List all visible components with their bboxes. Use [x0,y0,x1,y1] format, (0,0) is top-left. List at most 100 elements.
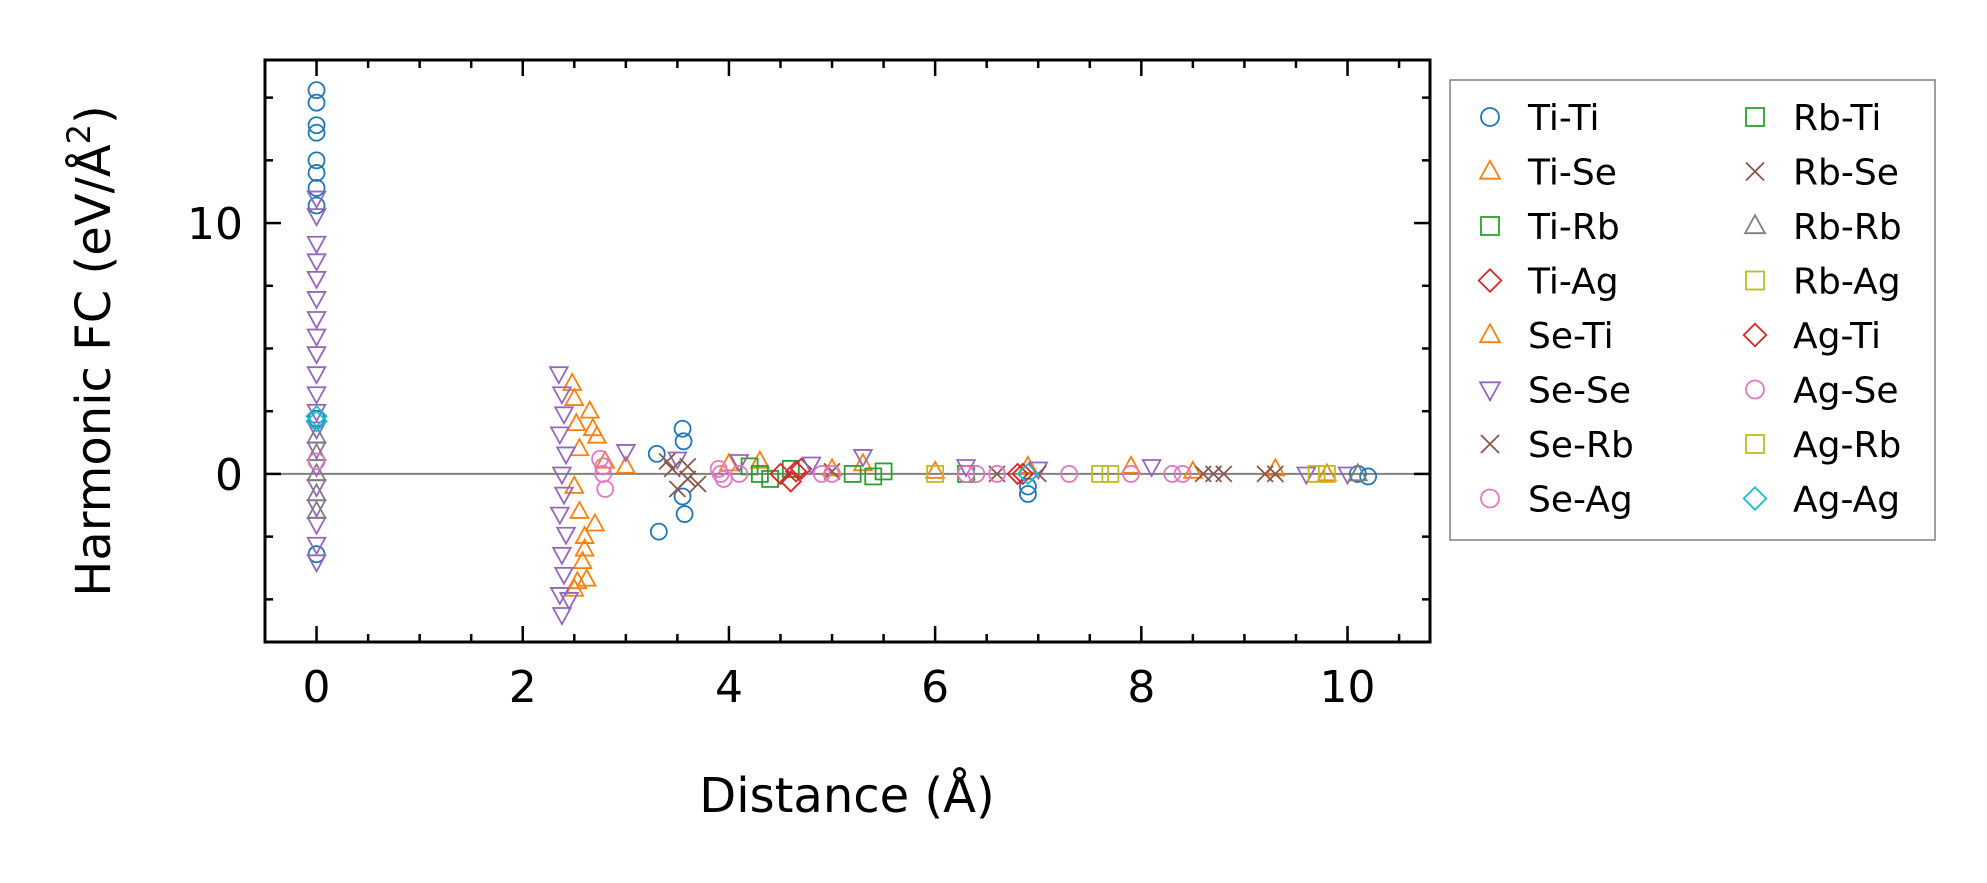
data-point [801,456,822,476]
plot-frame [263,58,1432,644]
data-point [1347,462,1369,482]
data-point [306,190,327,210]
series-ag-se [307,452,1192,483]
data-point [675,505,694,523]
data-point [582,417,604,437]
data-point [306,482,327,502]
y-axis-title-main: Harmonic FC (eV/Å [65,144,122,597]
data-point [307,452,326,471]
data-point [1307,465,1326,483]
data-point [1204,465,1223,483]
legend-item: Ag-Se [1745,371,1898,412]
series-ti-ti [307,81,1378,564]
data-point [576,567,597,587]
data-point [566,412,587,432]
data-point [1006,462,1029,486]
data-point [728,454,750,473]
data-point [924,459,946,479]
legend-item: Ti-Rb [1480,207,1620,248]
data-point [307,163,326,182]
data-marks [305,81,1378,626]
data-point [574,525,595,544]
data-point [594,457,613,476]
legend-item: Se-Ti [1478,316,1614,357]
legend-label: Rb-Se [1793,153,1899,194]
legend-item: Rb-Ag [1745,262,1901,303]
legend-item: Se-Ag [1480,480,1633,521]
legend-item: Ag-Rb [1745,425,1901,466]
data-point [555,446,577,466]
data-point [567,570,588,590]
data-point [306,500,327,519]
data-point [988,465,1006,483]
data-point [823,462,841,481]
data-point [1141,459,1162,478]
data-point [549,426,571,446]
series-se-ti [561,372,1338,590]
x-tick-label: 8 [1127,662,1155,713]
y-axis-title: Harmonic FC (eV/Å2) [60,105,122,597]
data-point [307,81,326,100]
legend-marker [1745,434,1765,454]
data-point [306,424,327,444]
data-point [761,470,780,488]
legend-marker [1742,322,1768,348]
data-point [711,465,730,483]
data-point [1122,465,1140,483]
legend-item: Se-Rb [1480,425,1634,466]
data-point [307,545,326,564]
data-point [749,449,771,469]
x-tick-label: 4 [715,662,743,713]
legend-marker [1480,216,1500,236]
legend-marker [1745,107,1765,127]
data-point [307,116,326,135]
data-point [306,208,327,228]
tick-labels: 0 2 4 6 8 10 0 10 [187,199,1376,713]
data-point [305,409,328,433]
legend-marker [1745,379,1765,400]
legend-item: Se-Se [1478,371,1631,412]
x-tick-label: 10 [1320,662,1376,713]
data-point [649,522,668,541]
data-point [549,587,571,606]
legend: Ti-Ti Ti-Se Ti-Rb Ti-Ag Se-Ti Se-Se Se-Rb Se-Ag… [1477,98,1902,521]
legend-box [1449,79,1936,541]
legend-label: Ti-Se [1527,153,1617,194]
data-point [551,607,573,626]
data-point [1019,485,1037,503]
data-point [553,486,575,506]
data-point [551,466,573,486]
legend-marker [1480,488,1500,509]
legend-label: Ag-Ag [1793,480,1900,521]
data-point [1173,465,1192,483]
y-axis-title-close: ) [66,105,122,124]
data-point [306,462,327,482]
data-point [306,311,327,330]
series-rb-ag [926,465,1336,483]
data-point [843,465,862,483]
data-point [307,93,326,112]
data-point [673,487,692,506]
data-point [307,123,326,142]
data-point [306,270,327,290]
legend-label: Rb-Rb [1793,207,1902,248]
data-point [307,151,326,170]
data-point [594,449,616,469]
data-point [596,480,615,498]
data-point [563,387,585,406]
series-ag-rb [1091,465,1326,483]
data-point [864,467,883,486]
data-point [574,537,595,557]
legend-item: Rb-Ti [1745,98,1881,139]
series-rb-ti [750,465,883,486]
data-point [558,592,580,611]
data-point [663,460,681,478]
data-point [658,452,676,471]
x-tick-label: 6 [921,662,949,713]
data-point [551,546,573,566]
data-point [1060,465,1079,483]
data-point [673,419,692,438]
data-point [572,550,593,570]
data-point [306,403,327,423]
data-point [1256,465,1274,483]
